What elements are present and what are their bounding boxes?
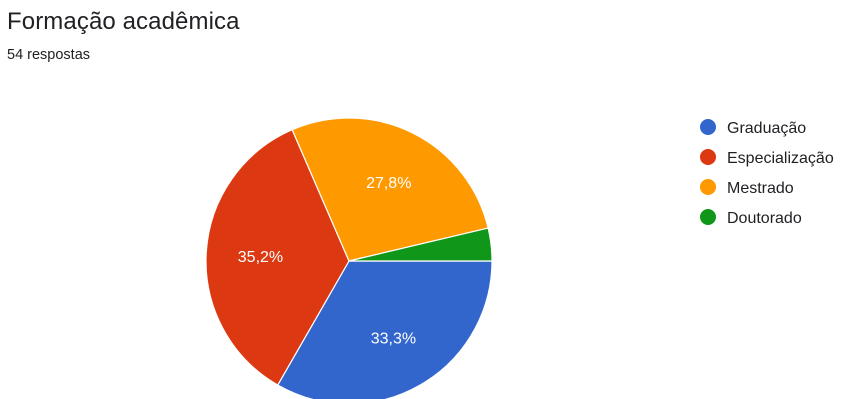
legend-item-mestrado[interactable]: Mestrado [700, 179, 794, 197]
slice-label-especializacao: 35,2% [238, 249, 283, 266]
pie-slice-especializacao[interactable] [205, 128, 350, 386]
pie-slice-graduacao[interactable] [276, 260, 493, 399]
slice-label-graduacao: 33,3% [371, 331, 416, 348]
legend-item-especializacao[interactable]: Especialização [700, 149, 834, 167]
pie-slice-labels: 33,3% 35,2% 27,8% [238, 175, 416, 348]
legend-item-graduacao[interactable]: Graduação [700, 119, 806, 137]
legend-swatch-doutorado [700, 209, 716, 225]
pie-slice-doutorado[interactable] [348, 227, 493, 262]
legend-item-doutorado[interactable]: Doutorado [700, 209, 802, 227]
chart-title: Formação acadêmica [7, 8, 240, 35]
legend-swatch-especializacao [700, 149, 716, 165]
legend-swatch-graduacao [700, 119, 716, 135]
legend-label-doutorado: Doutorado [727, 210, 802, 227]
legend-label-graduacao: Graduação [727, 120, 806, 137]
pie-slice-mestrado[interactable] [291, 117, 489, 262]
slice-label-mestrado: 27,8% [366, 175, 411, 192]
legend-label-mestrado: Mestrado [727, 180, 794, 197]
legend-label-especializacao: Especialização [727, 150, 834, 167]
chart-legend: Graduação Especialização Mestrado Doutorado [700, 119, 834, 227]
pie-slices [205, 117, 493, 399]
response-count: 54 respostas [7, 47, 91, 63]
legend-swatch-mestrado [700, 179, 716, 195]
